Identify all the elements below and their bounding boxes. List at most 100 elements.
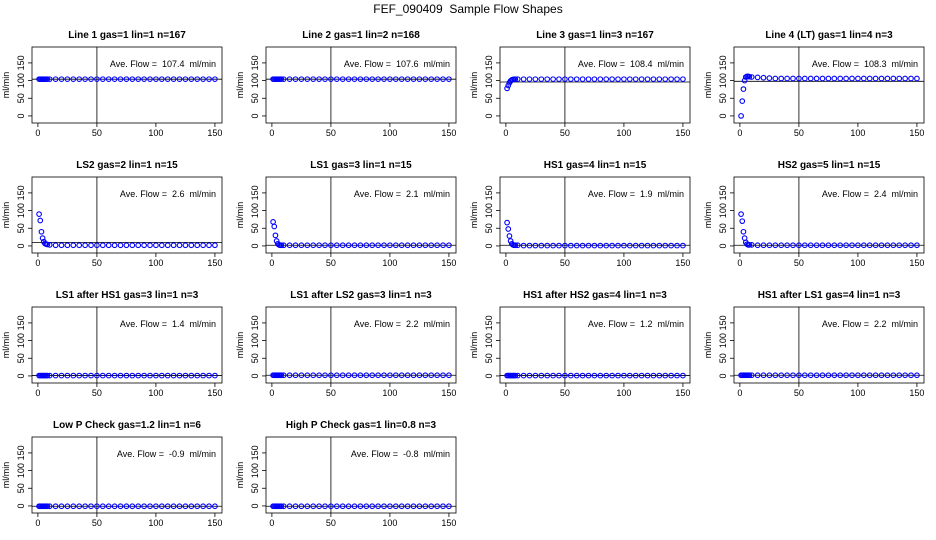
data-point: [819, 75, 826, 82]
data-point: [609, 372, 615, 379]
data-point: [188, 372, 195, 379]
y-tick-label: 150: [484, 315, 494, 330]
y-tick-label: 100: [484, 203, 494, 218]
data-point: [52, 503, 59, 510]
data-point: [746, 372, 753, 379]
data-point: [387, 242, 393, 249]
y-axis-label: ml/min: [235, 462, 245, 489]
data-point: [843, 242, 849, 249]
data-point: [855, 242, 861, 249]
data-point: [878, 242, 885, 249]
data-point: [632, 372, 639, 379]
data-point: [740, 228, 747, 235]
y-tick-label: 0: [484, 113, 494, 118]
x-tick-label: 50: [92, 258, 102, 268]
data-point: [656, 242, 663, 249]
data-point: [212, 503, 218, 510]
x-tick-label: 50: [92, 388, 102, 398]
data-point: [428, 372, 435, 379]
data-point: [212, 76, 218, 83]
y-axis-label: ml/min: [469, 72, 479, 99]
y-tick-label: 150: [718, 55, 728, 70]
data-point: [914, 242, 920, 249]
data-point: [446, 503, 452, 510]
data-point: [849, 75, 855, 82]
panel: HS1 after LS1 gas=4 lin=1 n=3 0 50 100 150 0 5…: [703, 290, 924, 398]
data-point: [544, 76, 551, 83]
data-point: [740, 86, 747, 92]
y-tick-label: 50: [250, 223, 260, 233]
plot-frame: [31, 306, 223, 384]
panel: LS1 gas=3 lin=1 n=15 0 50 100 150 0 50 100 150 ml…: [235, 160, 456, 268]
data-point: [117, 76, 124, 83]
y-tick-label: 50: [250, 93, 260, 103]
data-point: [632, 76, 639, 83]
x-tick-label: 50: [794, 128, 804, 138]
data-point: [807, 75, 814, 82]
annotation: Ave. Flow = 108.3 ml/min: [812, 59, 918, 69]
data-point: [914, 75, 920, 82]
plot-frame: [733, 176, 925, 254]
data-point: [387, 503, 393, 510]
data-point: [182, 372, 189, 379]
data-point: [526, 372, 533, 379]
data-point: [176, 503, 183, 510]
data-point: [741, 77, 748, 84]
data-point: [363, 242, 370, 249]
data-point: [896, 242, 903, 249]
data-point: [200, 503, 206, 510]
data-point: [626, 242, 633, 249]
panel-title: Line 4 (LT) gas=1 lin=4 n=3: [765, 30, 893, 41]
x-tick-label: 150: [675, 128, 690, 138]
x-tick-label: 50: [326, 258, 336, 268]
data-point: [153, 503, 159, 510]
data-point: [194, 372, 201, 379]
data-point: [884, 75, 891, 82]
data-point: [404, 503, 411, 510]
data-point: [538, 242, 545, 249]
data-point: [609, 76, 615, 83]
data-point: [872, 242, 879, 249]
data-point: [831, 372, 838, 379]
plot-frame: [265, 46, 457, 124]
data-point: [310, 503, 317, 510]
x-tick-label: 0: [35, 518, 40, 528]
data-point: [416, 242, 423, 249]
panel-title: LS1 after LS2 gas=3 lin=1 n=3: [290, 290, 432, 301]
y-tick-label: 0: [16, 243, 26, 248]
data-point: [188, 503, 195, 510]
plot-frame: [733, 306, 925, 384]
data-point: [105, 503, 112, 510]
data-point: [46, 503, 53, 510]
panel-title: LS2 gas=2 lin=1 n=15: [76, 160, 178, 171]
data-point: [680, 372, 686, 379]
data-point: [550, 242, 556, 249]
data-point: [70, 76, 77, 83]
annotation: Ave. Flow = 1.4 ml/min: [120, 319, 216, 329]
data-point: [843, 75, 849, 82]
data-point: [158, 76, 165, 83]
data-point: [778, 75, 785, 82]
data-point: [556, 76, 562, 83]
data-point: [615, 372, 621, 379]
data-point: [506, 233, 513, 239]
data-point: [286, 76, 293, 83]
data-point: [831, 75, 838, 82]
data-point: [872, 75, 879, 82]
x-tick-label: 100: [382, 258, 397, 268]
annotation: Ave. Flow = 2.4 ml/min: [822, 189, 918, 199]
data-point: [650, 372, 657, 379]
data-point: [784, 242, 790, 249]
data-point: [778, 242, 785, 249]
data-point: [298, 503, 305, 510]
data-point: [345, 76, 352, 83]
plot-frame: [31, 46, 223, 124]
data-point: [650, 242, 657, 249]
data-point: [520, 242, 527, 249]
data-point: [422, 503, 429, 510]
data-point: [656, 372, 663, 379]
y-axis-label: ml/min: [235, 72, 245, 99]
plot-frame: [499, 176, 691, 254]
data-point: [328, 503, 334, 510]
data-point: [170, 76, 177, 83]
